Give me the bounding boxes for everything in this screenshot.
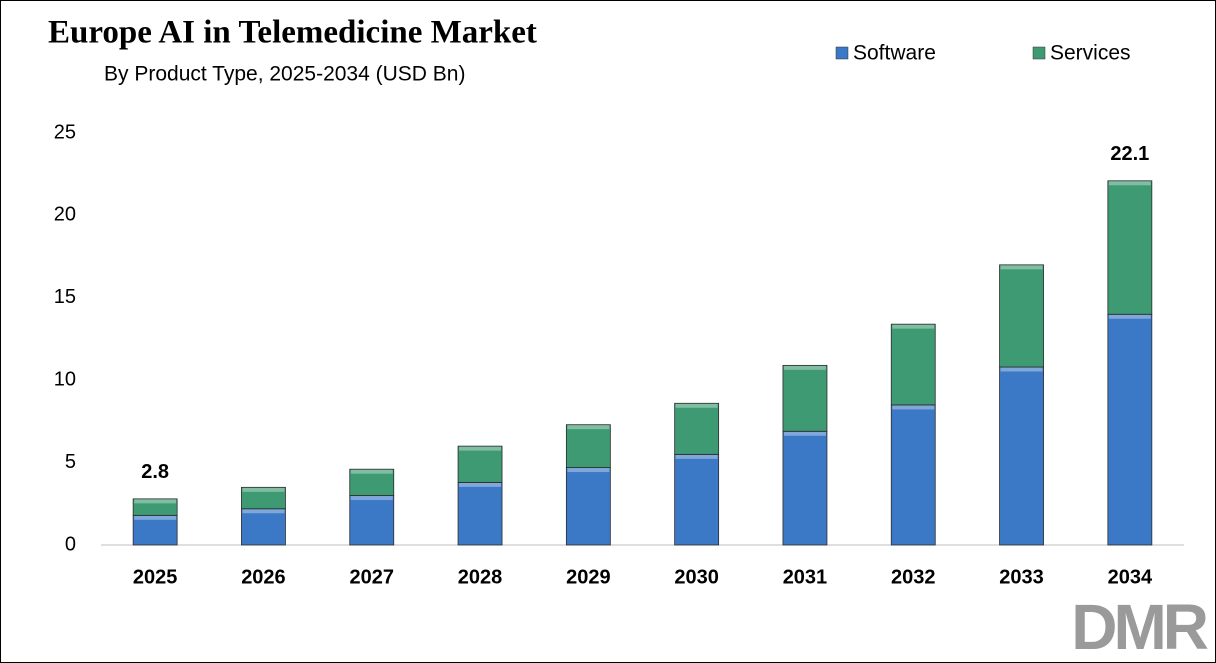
total-label: 22.1 bbox=[1110, 143, 1149, 165]
bar-highlight bbox=[675, 454, 718, 459]
x-tick-label: 2025 bbox=[133, 566, 178, 588]
bar-segment bbox=[565, 424, 611, 468]
bar-highlight bbox=[459, 482, 502, 487]
legend-swatch bbox=[1032, 46, 1046, 60]
bar-highlight bbox=[675, 403, 718, 408]
bar-segment bbox=[782, 364, 828, 432]
y-tick-label: 10 bbox=[54, 368, 76, 390]
bar-segment bbox=[782, 430, 828, 546]
logo: DMR bbox=[1071, 591, 1208, 663]
x-tick-label: 2032 bbox=[891, 566, 936, 588]
bar-highlight bbox=[783, 431, 826, 436]
bar-highlight bbox=[892, 324, 935, 329]
bar-highlight bbox=[134, 515, 177, 520]
bar-segment bbox=[1107, 313, 1153, 546]
bar-highlight bbox=[242, 509, 285, 514]
x-tick-label: 2033 bbox=[999, 566, 1044, 588]
y-tick-label: 0 bbox=[65, 533, 76, 555]
bar-segment bbox=[457, 445, 503, 483]
x-tick-label: 2028 bbox=[458, 566, 503, 588]
legend-label: Services bbox=[1050, 42, 1131, 65]
y-tick-label: 5 bbox=[65, 451, 76, 473]
bar-segment bbox=[999, 264, 1044, 368]
bar-highlight bbox=[1000, 265, 1043, 270]
bar-highlight bbox=[1108, 314, 1151, 319]
bar-segment bbox=[132, 498, 178, 516]
bar-segment bbox=[890, 404, 936, 546]
bar-segment bbox=[565, 467, 611, 546]
bar-highlight bbox=[567, 468, 610, 473]
bar-segment bbox=[132, 514, 178, 546]
bar-segment bbox=[241, 486, 286, 510]
y-tick-label: 20 bbox=[54, 204, 76, 226]
x-tick-label: 2029 bbox=[566, 566, 611, 588]
bar-segment bbox=[349, 468, 395, 496]
bar-segment bbox=[674, 402, 720, 455]
bar-highlight bbox=[783, 365, 826, 370]
y-tick-label: 25 bbox=[54, 121, 76, 143]
x-tick-label: 2027 bbox=[350, 566, 395, 588]
bar-highlight bbox=[1000, 367, 1043, 372]
bar-segment bbox=[890, 323, 936, 406]
total-label: 2.8 bbox=[141, 461, 169, 483]
bar-segment bbox=[1107, 180, 1153, 315]
legend-label: Software bbox=[853, 42, 936, 65]
bar-highlight bbox=[459, 446, 502, 451]
chart-title: Europe AI in Telemedicine Market bbox=[48, 15, 537, 51]
x-tick-label: 2034 bbox=[1108, 566, 1153, 588]
bar-highlight bbox=[1108, 181, 1151, 186]
bar-segment bbox=[241, 508, 286, 546]
x-tick-label: 2026 bbox=[241, 566, 286, 588]
bar-highlight bbox=[892, 405, 935, 410]
bar-segment bbox=[349, 495, 395, 546]
legend-swatch bbox=[835, 46, 849, 60]
bar-segment bbox=[999, 366, 1044, 546]
chart-subtitle: By Product Type, 2025-2034 (USD Bn) bbox=[104, 63, 465, 86]
y-tick-label: 15 bbox=[54, 286, 76, 308]
x-tick-label: 2031 bbox=[783, 566, 828, 588]
bar-highlight bbox=[350, 469, 393, 474]
bar-segment bbox=[457, 481, 503, 546]
bar-highlight bbox=[350, 496, 393, 501]
x-tick-label: 2030 bbox=[674, 566, 719, 588]
bar-segment bbox=[674, 453, 720, 546]
bar-highlight bbox=[567, 425, 610, 430]
bar-highlight bbox=[242, 487, 285, 492]
bar-highlight bbox=[134, 499, 177, 504]
